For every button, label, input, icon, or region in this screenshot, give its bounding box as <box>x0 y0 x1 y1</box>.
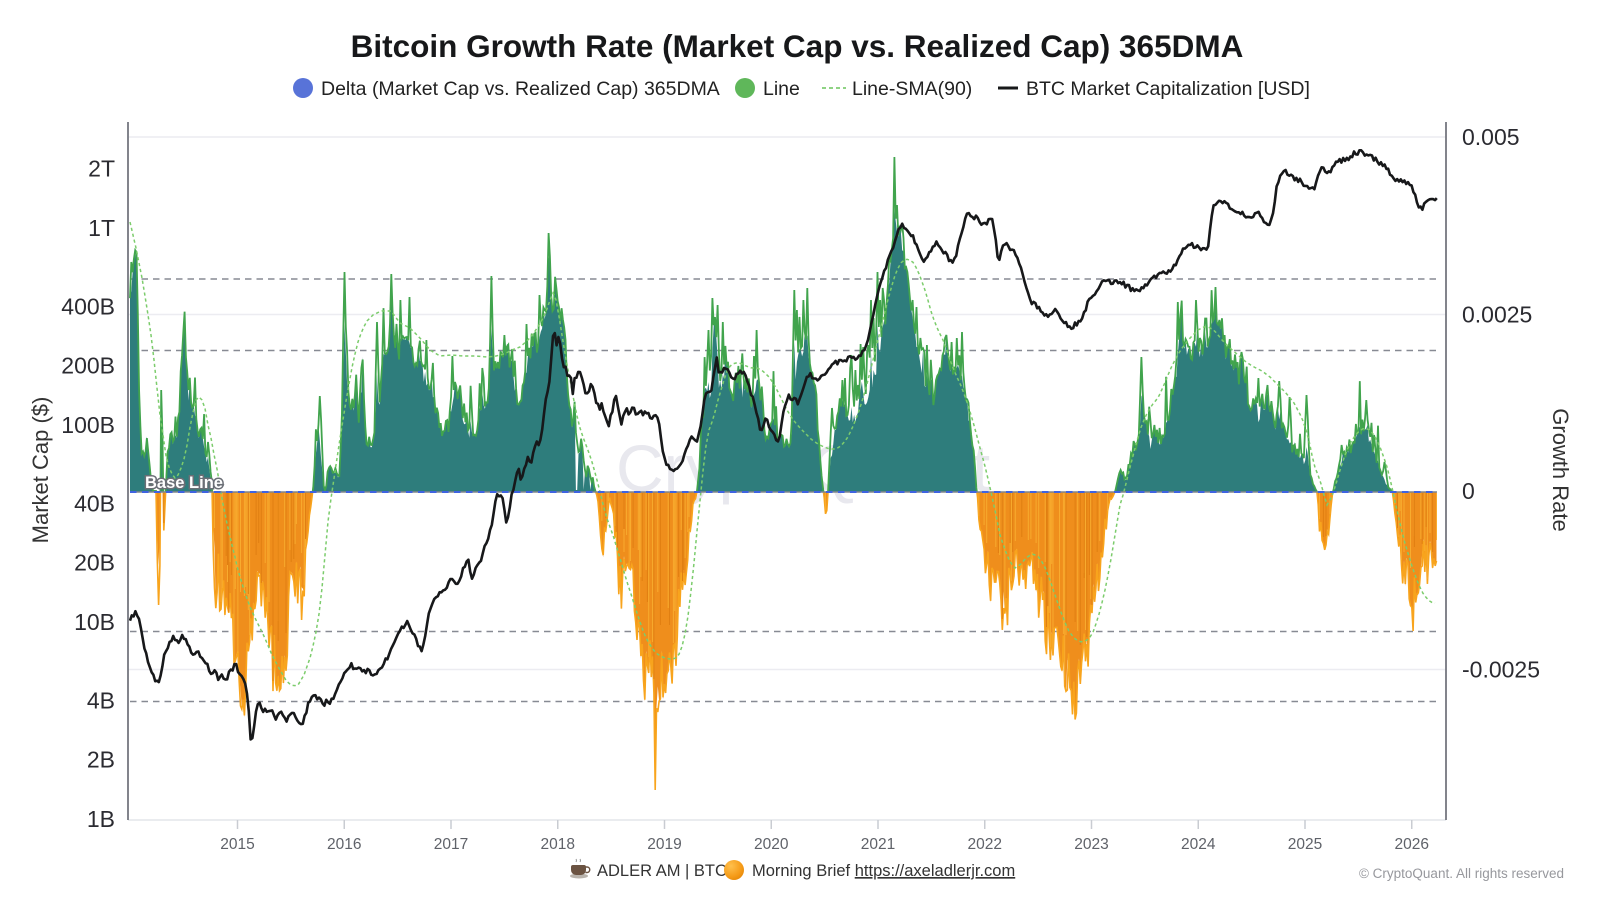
svg-text:Market Cap ($): Market Cap ($) <box>28 397 53 544</box>
svg-text:Line-SMA(90): Line-SMA(90) <box>852 78 972 100</box>
svg-text:ADLER AM | BTC: ADLER AM | BTC <box>597 862 727 880</box>
svg-text:Bitcoin Growth Rate (Market Ca: Bitcoin Growth Rate (Market Cap vs. Real… <box>351 28 1244 64</box>
svg-text:2020: 2020 <box>754 836 789 853</box>
svg-text:© CryptoQuant. All rights rese: © CryptoQuant. All rights reserved <box>1359 866 1564 881</box>
svg-text:4B: 4B <box>87 687 115 713</box>
svg-text:Morning Brief https://axeladle: Morning Brief https://axeladlerjr.com <box>752 862 1015 880</box>
svg-text:2025: 2025 <box>1288 836 1322 853</box>
svg-text:0: 0 <box>1462 478 1475 504</box>
svg-text:1T: 1T <box>88 215 115 241</box>
svg-text:2018: 2018 <box>541 836 575 853</box>
svg-text:2022: 2022 <box>968 836 1002 853</box>
svg-text:Delta (Market Cap vs. Realized: Delta (Market Cap vs. Realized Cap) 365D… <box>321 78 720 100</box>
svg-text:Base Line: Base Line <box>145 474 223 492</box>
svg-text:2B: 2B <box>87 747 115 773</box>
svg-text:200B: 200B <box>61 353 115 379</box>
svg-text:2017: 2017 <box>434 836 468 853</box>
svg-text:Line: Line <box>763 78 800 100</box>
svg-text:400B: 400B <box>61 293 115 319</box>
svg-text:0.0025: 0.0025 <box>1462 302 1532 328</box>
svg-text:2019: 2019 <box>647 836 681 853</box>
svg-text:20B: 20B <box>74 550 115 576</box>
svg-text:10B: 10B <box>74 609 115 635</box>
svg-text:2024: 2024 <box>1181 836 1216 853</box>
svg-text:2026: 2026 <box>1395 836 1429 853</box>
svg-text:1B: 1B <box>87 806 115 832</box>
svg-text:2023: 2023 <box>1074 836 1108 853</box>
svg-text:2021: 2021 <box>861 836 895 853</box>
svg-text:2T: 2T <box>88 156 115 182</box>
svg-text:2015: 2015 <box>220 836 254 853</box>
svg-text:BTC Market Capitalization [USD: BTC Market Capitalization [USD] <box>1026 78 1310 100</box>
svg-text:Growth Rate: Growth Rate <box>1548 408 1573 532</box>
svg-text:40B: 40B <box>74 490 115 516</box>
svg-text:-0.0025: -0.0025 <box>1462 657 1540 683</box>
svg-text:100B: 100B <box>61 412 115 438</box>
svg-text:0.005: 0.005 <box>1462 124 1520 150</box>
svg-text:2016: 2016 <box>327 836 361 853</box>
